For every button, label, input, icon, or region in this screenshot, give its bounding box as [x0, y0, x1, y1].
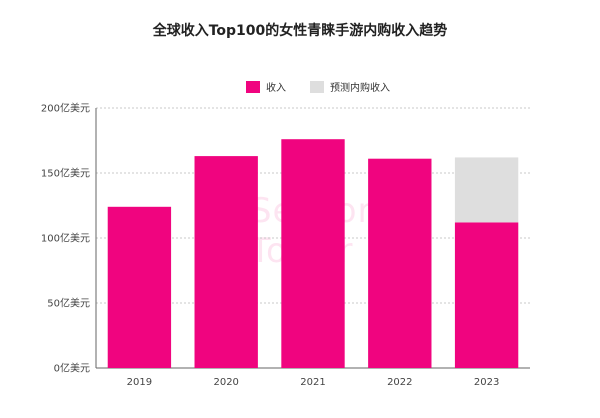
y-tick-label: 50亿美元 — [47, 297, 90, 310]
bar-revenue-2023 — [454, 222, 519, 368]
bar-revenue-2021 — [281, 139, 345, 368]
chart-title: 全球收入Top100的女性青睐手游内购收入趋势 — [152, 23, 448, 39]
legend-item-revenue: 收入 — [246, 79, 286, 94]
x-tick-label: 2019 — [127, 377, 152, 388]
bar-revenue-2019 — [107, 206, 172, 368]
y-tick-label: 200亿美元 — [41, 102, 90, 115]
x-tick-label: 2022 — [387, 377, 412, 388]
legend-label-revenue: 收入 — [266, 83, 286, 94]
x-tick-label: 2023 — [474, 377, 499, 388]
x-tick-label: 2021 — [300, 377, 325, 388]
bar-revenue-2022 — [368, 158, 432, 368]
bar-forecast-2023 — [454, 157, 519, 223]
y-tick-label: 100亿美元 — [41, 232, 90, 245]
y-tick-label: 0亿美元 — [54, 362, 90, 375]
legend-swatch-forecast — [310, 80, 324, 93]
legend-swatch-revenue — [246, 80, 260, 93]
bar-revenue-2020 — [194, 156, 258, 368]
chart-legend: 收入 预测内购收入 — [246, 79, 390, 94]
x-tick-label: 2020 — [213, 377, 238, 388]
legend-label-forecast: 预测内购收入 — [330, 83, 390, 94]
legend-item-forecast: 预测内购收入 — [310, 79, 390, 94]
y-tick-label: 150亿美元 — [41, 167, 90, 180]
